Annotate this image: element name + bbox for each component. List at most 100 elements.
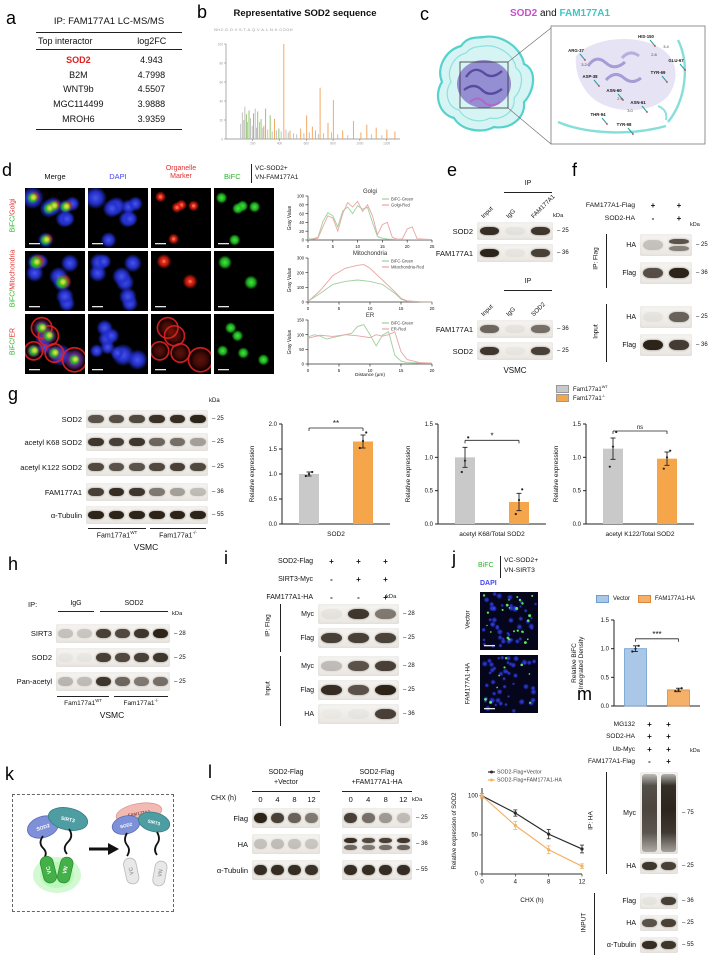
- bar-chart-bifc: 0.0 0.5 1.0 1.5 Relative BiFC Integrated Dens…: [568, 606, 708, 722]
- f-input-row-ha: HA – 25: [612, 306, 708, 328]
- svg-text:Relative expression: Relative expression: [553, 445, 560, 502]
- svg-text:SOD2-Flag+Vector: SOD2-Flag+Vector: [497, 770, 542, 776]
- m-input-row-ha: HA – 25: [598, 915, 708, 931]
- line-chart-chx: 0 50 100 0 4 8 12 Relative expression of SOD2 CH…: [448, 762, 592, 904]
- protein-band: [379, 844, 393, 850]
- j-bracket: [500, 556, 501, 578]
- condition-row: SIRT3-Myc - + +: [278, 574, 388, 584]
- svg-text:THR-94: THR-94: [590, 112, 606, 117]
- table-row: MGC114499 3.9888: [53, 99, 166, 110]
- panel-h-label: h: [8, 554, 19, 574]
- k-vc-gray: VC: [123, 857, 140, 885]
- ms-table: Top interactor log2FC SOD2 4.943 B2M 4.7998…: [36, 32, 182, 130]
- micrograph-bifc-golgi: [214, 188, 274, 248]
- protein-band: [288, 839, 301, 849]
- protein-band: [108, 414, 125, 424]
- g-legend-ko-swatch: [556, 393, 569, 402]
- i-kda: kDa: [386, 594, 397, 600]
- svg-text:HIS-150: HIS-150: [638, 34, 654, 39]
- lane-label: Input: [479, 205, 495, 220]
- protein-band: [169, 414, 186, 424]
- g-row-fam177a1: FAM177A1 – 36: [2, 483, 238, 501]
- svg-text:200: 200: [250, 142, 256, 146]
- ms-table-body: SOD2 4.943 B2M 4.7998 WNT9b 4.5507 MGC114499 3.…: [36, 50, 182, 126]
- peptide-sequence: NH2-G.D.V.S.T.A.Q.V.A.L.N.K.COOH: [214, 27, 293, 32]
- lane-time: 4: [366, 795, 371, 804]
- svg-text:20: 20: [219, 118, 223, 122]
- svg-text:5: 5: [338, 368, 341, 373]
- svg-text:0: 0: [480, 880, 484, 886]
- h-igg-label: IgG: [70, 600, 82, 607]
- svg-text:Relative expression of SOD2: Relative expression of SOD2: [452, 792, 458, 870]
- h-ip-label: IP:: [28, 600, 38, 609]
- protein-band: [396, 865, 410, 875]
- svg-text:0.5: 0.5: [425, 489, 434, 495]
- protein-band: [480, 324, 500, 334]
- svg-text:15: 15: [380, 244, 385, 248]
- protein-band: [480, 346, 500, 356]
- header-dapi: DAPI: [109, 172, 127, 181]
- i-ip-row-myc: Myc – 28: [286, 604, 426, 624]
- protein-band: [375, 709, 396, 719]
- protein-band: [661, 941, 676, 949]
- panel-k-label: k: [5, 764, 14, 784]
- svg-text:ER: ER: [366, 313, 375, 319]
- svg-text:SIRT3: SIRT3: [147, 819, 161, 827]
- condition-row: FAM177A1-Flag + +: [585, 201, 682, 210]
- f-input-row-flag: Flag – 36: [612, 334, 708, 356]
- svg-text:SOD2: SOD2: [120, 821, 134, 829]
- svg-text:15: 15: [399, 368, 404, 373]
- svg-text:Mitochondria: Mitochondria: [353, 251, 388, 257]
- svg-text:2.8: 2.8: [651, 52, 657, 57]
- svg-text:BiFC-Green: BiFC-Green: [391, 197, 414, 202]
- svg-text:BiFC-Green: BiFC-Green: [391, 259, 414, 264]
- h-kda: kDa: [172, 611, 183, 617]
- svg-text:5: 5: [338, 306, 341, 310]
- header-bifc: BiFC: [224, 172, 241, 181]
- svg-text:10: 10: [355, 244, 360, 248]
- l-row-tubulin: α-Tubulin – 55: [206, 860, 446, 880]
- col-log2fc: log2FC: [137, 36, 167, 46]
- m-input-row-flag: Flag – 36: [598, 893, 708, 909]
- protein-band: [149, 487, 165, 497]
- protein-band: [375, 685, 396, 695]
- protein-band: [190, 414, 206, 424]
- protein-band: [58, 629, 73, 638]
- e-blot-row-fam177a1-2: FAM177A1 – 36: [415, 320, 575, 338]
- h-row-sod2: SOD2 – 25: [2, 648, 202, 667]
- protein-band: [88, 437, 104, 447]
- protein-band: [375, 661, 396, 671]
- protein-band: [669, 238, 689, 245]
- protein-band: [58, 677, 73, 686]
- j-legend: Vector FAM177A1-HA: [596, 594, 695, 603]
- g-group2-label: Fam177a1-/-: [159, 530, 197, 540]
- protein-band: [348, 685, 369, 695]
- svg-text:0.0: 0.0: [269, 522, 278, 528]
- f-ip-bracket: [606, 234, 607, 288]
- svg-text:Gray Value: Gray Value: [287, 267, 293, 292]
- h-group1-rule: [57, 696, 109, 697]
- protein-band: [661, 919, 676, 927]
- protein-band: [96, 653, 111, 662]
- svg-text:3.4: 3.4: [663, 44, 669, 49]
- svg-text:***: ***: [652, 630, 661, 639]
- panel-b-label: b: [197, 2, 208, 22]
- panel-f-label: f: [572, 160, 578, 180]
- protein-band: [149, 462, 165, 472]
- micrograph-merge-er: [25, 314, 85, 374]
- protein-band: [480, 226, 500, 236]
- protein-band: [669, 245, 689, 252]
- f-ip-row-ha: HA – 25: [612, 234, 708, 256]
- profile-chart-er: 0 50 100 150 0 5 10 15 20 ER Gray Value Distance (μ…: [284, 310, 438, 378]
- protein-band: [321, 609, 342, 619]
- inset-fam-strand-loop: [657, 105, 668, 121]
- m-ip-row-myc-smear: Myc – 75: [612, 772, 708, 854]
- protein-band: [361, 844, 375, 850]
- lane-time: 0: [348, 795, 353, 804]
- svg-text:1.5: 1.5: [601, 618, 610, 624]
- k-vn-green: VN: [57, 856, 74, 884]
- i-ip-bracket: [280, 604, 281, 652]
- svg-text:ns: ns: [637, 425, 643, 431]
- protein-band: [396, 844, 410, 850]
- e-blot-row-fam177a1: FAM177A1 – 36: [415, 244, 575, 262]
